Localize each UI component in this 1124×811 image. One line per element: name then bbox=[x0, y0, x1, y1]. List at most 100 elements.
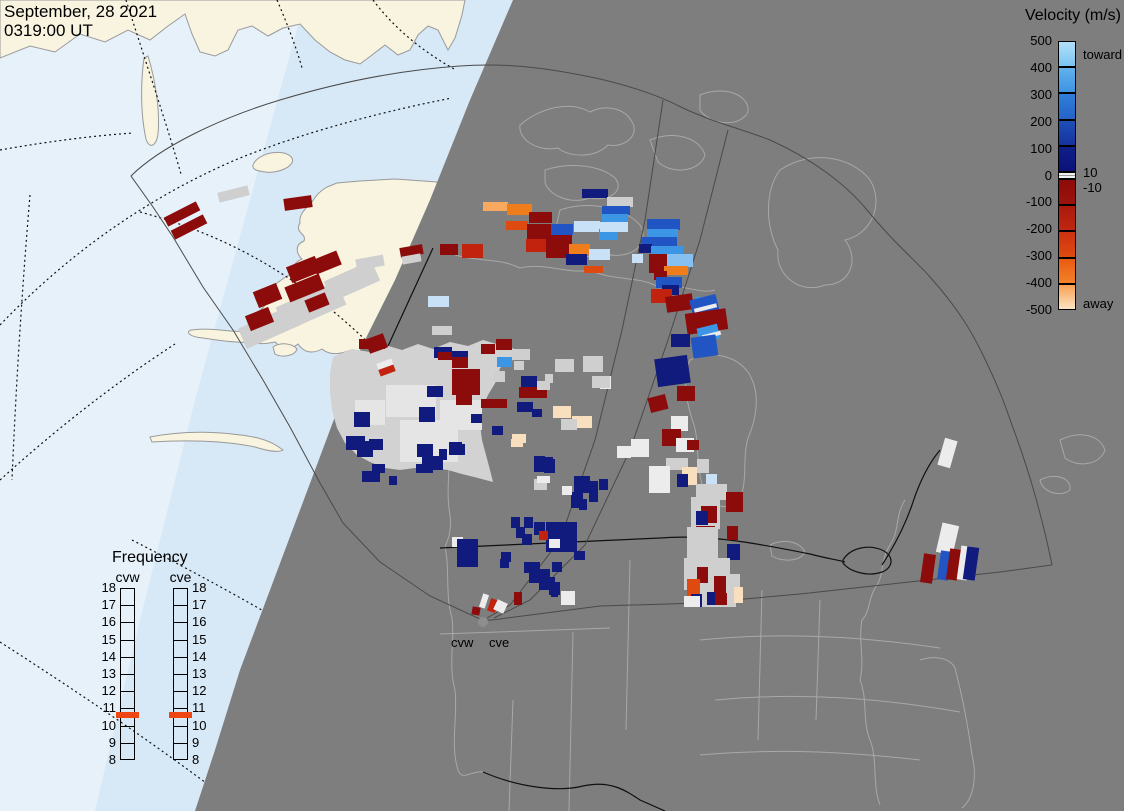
velocity-cell bbox=[419, 407, 435, 422]
frequency-cell-divider bbox=[173, 622, 188, 624]
graticule-meridian-7 bbox=[11, 194, 31, 481]
velocity-cell bbox=[714, 576, 727, 605]
velocity-cell bbox=[355, 254, 385, 271]
frequency-tick-label: 9 bbox=[192, 734, 200, 750]
timestamp: September, 28 2021 0319:00 UT bbox=[4, 2, 157, 40]
velocity-cell bbox=[417, 444, 433, 457]
velocity-cell bbox=[697, 567, 708, 583]
legend-segment-toward bbox=[1058, 93, 1076, 120]
velocity-cell bbox=[354, 412, 370, 427]
velocity-cell bbox=[664, 266, 688, 275]
arctic-island-1 bbox=[519, 105, 635, 156]
frequency-cell-divider bbox=[173, 656, 188, 658]
graticule-parallel-2 bbox=[0, 97, 453, 326]
velocity-cell bbox=[693, 303, 718, 313]
velocity-cell bbox=[727, 544, 740, 560]
graticule-parallel-1 bbox=[0, 132, 134, 151]
radar-site-dot bbox=[478, 617, 488, 627]
frequency-marker-cvw bbox=[116, 712, 139, 719]
velocity-cell bbox=[481, 344, 495, 354]
velocity-cell bbox=[304, 292, 330, 313]
arctic-island-3 bbox=[649, 135, 706, 171]
legend-plus10-label: 10 bbox=[1083, 164, 1098, 180]
velocity-cell bbox=[684, 596, 700, 607]
frequency-tick-label: 11 bbox=[102, 700, 117, 716]
us-canada-border-east bbox=[881, 449, 941, 566]
velocity-cell bbox=[493, 599, 508, 614]
velocity-cell bbox=[439, 449, 447, 460]
night-coastlines-group bbox=[429, 90, 1106, 811]
velocity-cell bbox=[311, 250, 342, 275]
velocity-cell bbox=[511, 517, 520, 528]
velocity-cell bbox=[537, 476, 550, 483]
frequency-cell-divider bbox=[120, 605, 135, 607]
velocity-cell bbox=[496, 339, 512, 350]
kodiak-island bbox=[272, 343, 298, 357]
baffin-island bbox=[768, 157, 877, 289]
velocity-cell bbox=[481, 399, 507, 408]
velocity-cell bbox=[506, 221, 528, 230]
velocity-cell bbox=[372, 464, 385, 473]
velocity-cell bbox=[583, 356, 603, 372]
frequency-tick-label: 14 bbox=[192, 648, 207, 664]
state-line-4 bbox=[699, 750, 921, 761]
arctic-island-4 bbox=[699, 90, 749, 124]
velocity-cell bbox=[617, 446, 631, 458]
velocity-cell bbox=[545, 374, 553, 383]
state-line-1 bbox=[439, 627, 611, 635]
graticule-meridian-6 bbox=[0, 641, 235, 805]
velocity-cell bbox=[632, 254, 643, 263]
velocity-cell bbox=[483, 202, 508, 211]
velocity-cell bbox=[471, 606, 481, 616]
velocity-cell bbox=[647, 394, 669, 413]
velocity-cell bbox=[589, 249, 610, 260]
frequency-tick-label: 17 bbox=[192, 597, 207, 613]
velocity-cell bbox=[252, 282, 283, 309]
velocity-cell bbox=[696, 511, 708, 525]
legend-tick-label: -400 bbox=[1025, 275, 1052, 291]
velocity-cell bbox=[512, 434, 526, 443]
velocity-cell bbox=[649, 466, 670, 493]
frequency-tick-label: 13 bbox=[101, 666, 116, 681]
legend-segment-away bbox=[1058, 179, 1076, 206]
legend-segment-toward bbox=[1058, 67, 1076, 94]
velocity-cell bbox=[497, 357, 512, 367]
state-line-6 bbox=[568, 631, 574, 811]
frequency-tick-label: 11 bbox=[192, 700, 206, 716]
frequency-tick-label: 15 bbox=[101, 631, 116, 647]
legend-segment-away bbox=[1058, 257, 1076, 284]
velocity-cell bbox=[500, 559, 509, 568]
state-line-5 bbox=[508, 699, 514, 811]
legend-segment-away bbox=[1058, 205, 1076, 232]
velocity-cell bbox=[416, 464, 433, 473]
frequency-cell-divider bbox=[120, 742, 135, 744]
newfoundland bbox=[1059, 434, 1106, 465]
frequency-tick-label: 9 bbox=[108, 734, 116, 750]
velocity-cell bbox=[697, 459, 709, 473]
velocity-cell bbox=[244, 306, 275, 332]
velocity-cell bbox=[501, 552, 511, 562]
velocity-cell bbox=[163, 201, 201, 227]
velocity-cell bbox=[521, 376, 537, 387]
frequency-cell-divider bbox=[120, 674, 135, 675]
frequency-tick-label: 12 bbox=[101, 683, 116, 699]
velocity-cell bbox=[492, 426, 503, 435]
state-line-8 bbox=[757, 589, 763, 741]
great-lake-west bbox=[769, 541, 806, 561]
velocity-cell bbox=[427, 386, 443, 397]
velocity-cell bbox=[734, 587, 743, 603]
frequency-cell-divider bbox=[173, 691, 188, 693]
timestamp-date: September, 28 2021 bbox=[4, 2, 158, 21]
frequency-cell-divider bbox=[120, 725, 135, 727]
velocity-cell bbox=[283, 195, 313, 211]
velocity-cell bbox=[539, 531, 548, 540]
velocity-cell bbox=[687, 440, 699, 450]
velocity-cell bbox=[582, 189, 608, 198]
velocity-cell bbox=[600, 222, 628, 232]
velocity-cell bbox=[452, 357, 468, 368]
frequency-panel-title: Frequency bbox=[112, 549, 188, 566]
velocity-cell bbox=[647, 219, 680, 230]
legend-segment-toward bbox=[1058, 145, 1076, 172]
velocity-cell bbox=[552, 562, 562, 572]
